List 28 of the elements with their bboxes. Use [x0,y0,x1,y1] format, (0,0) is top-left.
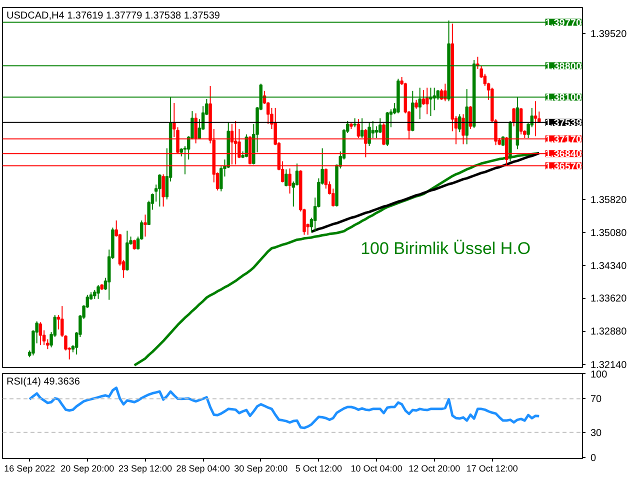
x-tick-label: 10 Oct 04:00 [350,464,402,474]
ref-line-label: 1.36570 [545,161,582,172]
y-tick-label: 1.35820 [590,194,628,206]
chart-title: USDCAD,H4 1.37619 1.37779 1.37538 1.37539 [6,10,220,22]
ref-line-label: 1.39770 [545,18,582,29]
x-tick-label: 16 Sep 2022 [4,464,56,474]
x-tick-label: 12 Oct 20:00 [408,464,460,474]
y-tick-label: 1.39520 [590,29,628,40]
y-tick-label: 1.32140 [590,360,628,371]
ref-line-label: 1.38800 [545,61,582,72]
y-tick-label: 30 [590,428,602,439]
x-tick-label: 5 Oct 12:00 [295,464,342,474]
y-tick-label: 1.34340 [590,261,628,272]
y-tick-label: 100 [590,370,608,380]
ref-line-label: 1.37539 [545,118,582,129]
x-tick-label: 20 Sep 20:00 [60,464,114,474]
y-tick-label: 70 [590,394,602,406]
chart-title: RSI(14) 49.3636 [6,376,80,388]
x-tick-label: 17 Oct 12:00 [466,464,518,474]
ref-line-label: 1.37170 [545,134,582,146]
x-tick-label: 30 Sep 20:00 [234,464,288,474]
y-tick-label: 1.35080 [590,228,628,240]
y-tick-label: 0 [590,453,596,464]
x-tick-label: 28 Sep 04:00 [176,464,230,474]
x-tick-label: 23 Sep 12:00 [118,464,172,474]
y-tick-label: 1.32880 [590,326,628,338]
series-label: 100 Birimlik Üssel H.O [360,239,531,258]
y-tick-label: 1.33620 [590,294,628,305]
